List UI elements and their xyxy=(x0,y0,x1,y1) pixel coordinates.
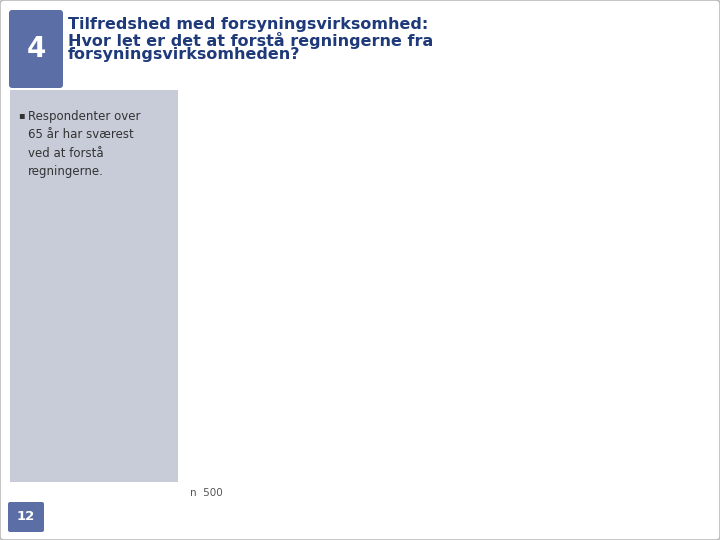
Bar xyxy=(549,440,595,475)
Text: 12: 12 xyxy=(17,510,35,523)
Text: 4: 4 xyxy=(27,35,45,63)
Text: Respondenter over
65 år har sværest
ved at forstå
regningerne.: Respondenter over 65 år har sværest ved … xyxy=(28,110,140,179)
Text: Hvor let er det at forstå regningerne fra: Hvor let er det at forstå regningerne fr… xyxy=(68,32,433,49)
Y-axis label: Andel af respondenter: Andel af respondenter xyxy=(140,220,150,345)
Text: 12%: 12% xyxy=(472,410,499,420)
Bar xyxy=(203,330,248,475)
Text: Tilfredshed med forsyningsvirksomhed:: Tilfredshed med forsyningsvirksomhed: xyxy=(68,17,428,32)
Text: 3%: 3% xyxy=(649,450,668,460)
FancyBboxPatch shape xyxy=(9,10,63,88)
Bar xyxy=(289,348,335,475)
Text: forsyningsvirksomheden?: forsyningsvirksomheden? xyxy=(68,47,300,62)
Text: 15%: 15% xyxy=(385,397,412,407)
Text: ▪: ▪ xyxy=(18,110,24,120)
FancyBboxPatch shape xyxy=(10,90,178,482)
Text: 8%: 8% xyxy=(562,428,582,438)
Text: 29%: 29% xyxy=(299,336,325,346)
Text: n  500: n 500 xyxy=(190,488,222,498)
FancyBboxPatch shape xyxy=(8,502,44,532)
Bar xyxy=(636,462,681,475)
Bar xyxy=(463,422,508,475)
Bar xyxy=(376,409,421,475)
Text: 33%: 33% xyxy=(212,319,238,328)
